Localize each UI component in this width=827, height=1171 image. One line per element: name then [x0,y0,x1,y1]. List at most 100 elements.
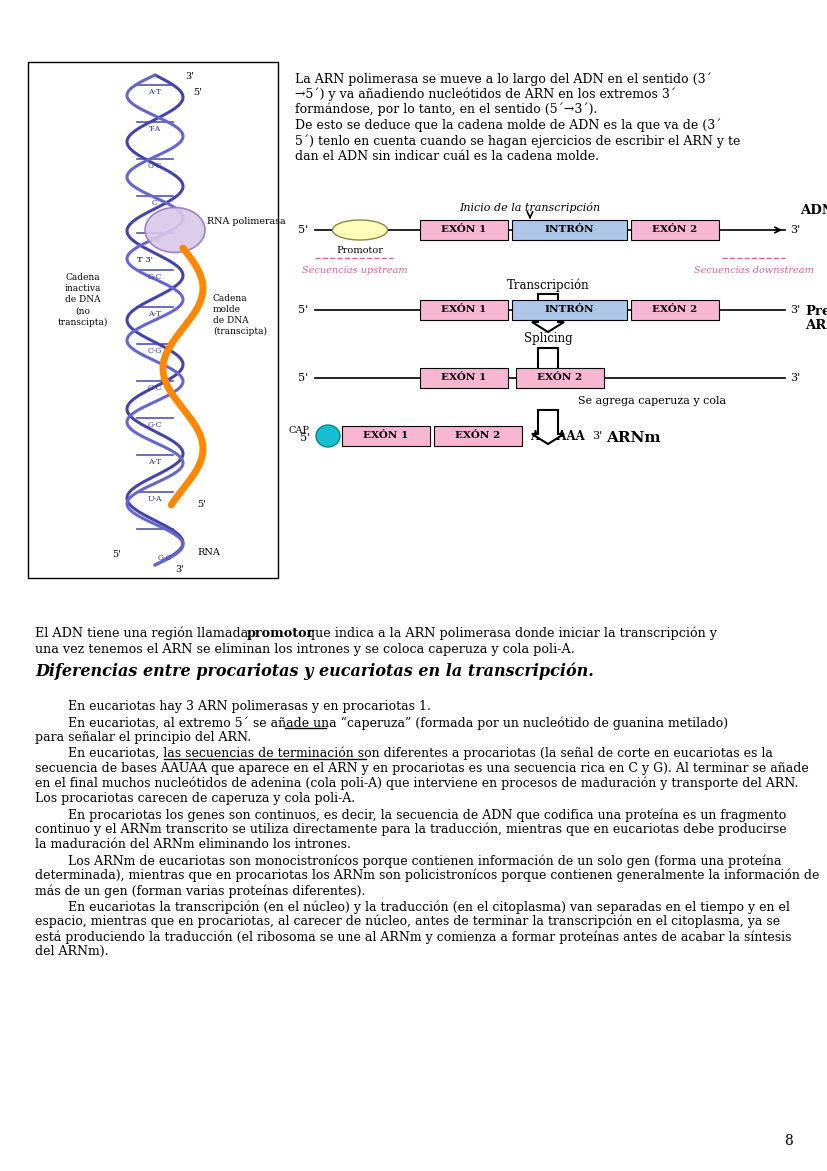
Bar [419,220,508,240]
Text: Se agrega caperuza y cola: Se agrega caperuza y cola [577,396,725,406]
Text: promotor: promotor [246,626,314,641]
Text: EXÓN 1: EXÓN 1 [441,306,486,315]
Text: EXÓN 2: EXÓN 2 [455,431,500,440]
Text: RNA: RNA [197,548,220,557]
Bar [515,368,603,388]
Text: EXÓN 2: EXÓN 2 [652,226,697,234]
Text: 5´) tenlo en cuenta cuando se hagan ejercicios de escribir el ARN y te: 5´) tenlo en cuenta cuando se hagan ejer… [294,133,739,148]
Text: G-C: G-C [158,554,172,562]
Text: Splicing: Splicing [523,333,571,345]
Text: Transcripción: Transcripción [506,278,589,292]
FancyArrow shape [532,410,563,444]
Text: Cadena
inactiva
de DNA
(no
transcipta): Cadena inactiva de DNA (no transcipta) [58,273,108,327]
Text: EXÓN 1: EXÓN 1 [363,431,409,440]
Text: determinada), mientras que en procariotas los ARNm son policistronícos porque co: determinada), mientras que en procariota… [35,869,819,883]
Text: 3': 3' [789,304,799,315]
Text: →5´) y va añadiendo nucleótidos de ARN en los extremos 3´: →5´) y va añadiendo nucleótidos de ARN e… [294,88,676,101]
Text: del ARNm).: del ARNm). [35,945,108,958]
Text: 5': 5' [112,550,122,559]
Text: la maduración del ARNm eliminando los intrones.: la maduración del ARNm eliminando los in… [35,838,351,851]
Text: De esto se deduce que la cadena molde de ADN es la que va de (3´: De esto se deduce que la cadena molde de… [294,118,720,132]
Ellipse shape [332,220,387,240]
Bar [511,220,626,240]
Text: CAP: CAP [289,426,309,434]
Text: RNA polimerasa: RNA polimerasa [207,218,285,226]
Text: secuencia de bases AAUAA que aparece en el ARN y en procariotas es una secuencia: secuencia de bases AAUAA que aparece en … [35,762,808,775]
Text: Secuencias upstream: Secuencias upstream [302,266,408,275]
Bar [28,62,278,578]
FancyArrow shape [532,294,563,333]
Text: En eucariotas, al extremo 5´ se añade una “caperuza” (formada por un nucleótido : En eucariotas, al extremo 5´ se añade un… [68,715,727,730]
Text: Promotor: Promotor [336,246,383,255]
Text: ADN: ADN [799,204,827,217]
Text: Cadena
molde
de DNA
(transcipta): Cadena molde de DNA (transcipta) [213,294,266,336]
Text: 3': 3' [789,374,799,383]
Text: Los procariotas carecen de caperuza y cola poli-A.: Los procariotas carecen de caperuza y co… [35,792,355,804]
Bar [419,368,508,388]
Text: A-T: A-T [148,458,161,466]
Bar [630,300,718,320]
Text: 5': 5' [299,433,309,443]
Text: Pre-: Pre- [804,304,827,319]
Text: En procariotas los genes son continuos, es decir, la secuencia de ADN que codifi: En procariotas los genes son continuos, … [68,808,786,822]
Text: El ADN tiene una región llamada: El ADN tiene una región llamada [35,626,252,641]
Text: una vez tenemos el ARN se eliminan los intrones y se coloca caperuza y cola poli: una vez tenemos el ARN se eliminan los i… [35,643,574,656]
Bar [630,220,718,240]
Text: En eucariotas, las secuencias de terminación son diferentes a procariotas (la se: En eucariotas, las secuencias de termina… [68,747,772,760]
Text: continuo y el ARNm transcrito se utiliza directamente para la traducción, mientr: continuo y el ARNm transcrito se utiliza… [35,823,786,836]
Text: G-C: G-C [147,422,162,429]
Text: Inicio de la transcripción: Inicio de la transcripción [459,203,600,213]
Text: 5': 5' [298,304,308,315]
Text: dan el ADN sin indicar cuál es la cadena molde.: dan el ADN sin indicar cuál es la cadena… [294,150,598,163]
Text: EXÓN 1: EXÓN 1 [441,226,486,234]
Text: C-G: C-G [148,347,162,355]
Text: formándose, por lo tanto, en el sentido (5´→3´).: formándose, por lo tanto, en el sentido … [294,103,596,116]
Text: más de un gen (forman varias proteínas diferentes).: más de un gen (forman varias proteínas d… [35,884,365,897]
Text: AAAAAA: AAAAAA [529,430,584,443]
Text: U-A: U-A [147,495,162,504]
Text: 5': 5' [298,374,308,383]
Text: EXÓN 2: EXÓN 2 [537,374,582,383]
Text: ARNm: ARNm [804,319,827,333]
Text: En eucariotas hay 3 ARN polimerasas y en procariotas 1.: En eucariotas hay 3 ARN polimerasas y en… [68,700,430,713]
Text: T-A: T-A [149,237,161,244]
Text: G-C: G-C [147,273,162,281]
Text: en el final muchos nucleótidos de adenina (cola poli-A) que interviene en proces: en el final muchos nucleótidos de adenin… [35,778,797,790]
Text: T 3': T 3' [136,256,153,263]
Text: 3': 3' [175,564,184,574]
Text: A-T: A-T [148,310,161,319]
Text: T-A: T-A [149,125,161,133]
Text: Secuencias downstream: Secuencias downstream [693,266,813,275]
Text: 3': 3' [184,71,194,81]
Text: Los ARNm de eucariotas son monocistronícos porque contienen información de un so: Los ARNm de eucariotas son monocistroníc… [68,854,781,868]
Text: ARNm: ARNm [605,431,660,445]
Text: C: C [152,199,158,207]
Bar [511,300,626,320]
Text: INTRÓN: INTRÓN [544,226,594,234]
Text: EXÓN 1: EXÓN 1 [441,374,486,383]
Text: 3': 3' [591,431,601,441]
Text: 3': 3' [789,225,799,235]
Text: A-T: A-T [148,88,161,96]
FancyArrow shape [532,348,563,384]
Bar [419,300,508,320]
Bar [433,426,521,446]
Bar [342,426,429,446]
Text: Diferencias entre procariotas y eucariotas en la transcripción.: Diferencias entre procariotas y eucariot… [35,662,593,679]
Text: EXÓN 2: EXÓN 2 [652,306,697,315]
Text: 5': 5' [193,88,202,97]
Text: En eucariotas la transcripción (en el núcleo) y la traducción (en el citoplasma): En eucariotas la transcripción (en el nú… [68,900,789,913]
Text: que indica a la ARN polimerasa donde iniciar la transcripción y: que indica a la ARN polimerasa donde ini… [303,626,716,641]
Text: para señalar el principio del ARN.: para señalar el principio del ARN. [35,731,251,744]
Text: G-C: G-C [147,162,162,170]
Text: 5': 5' [197,500,206,509]
Text: La ARN polimerasa se mueve a lo largo del ADN en el sentido (3´: La ARN polimerasa se mueve a lo largo de… [294,71,711,85]
Text: 5': 5' [298,225,308,235]
Text: está produciendo la traducción (el ribosoma se une al ARNm y comienza a formar p: está produciendo la traducción (el ribos… [35,930,791,944]
Ellipse shape [145,207,205,253]
Ellipse shape [316,425,340,447]
Text: INTRÓN: INTRÓN [544,306,594,315]
Text: 8: 8 [783,1134,792,1148]
Text: espacio, mientras que en procariotas, al carecer de núcleo, antes de terminar la: espacio, mientras que en procariotas, al… [35,915,779,929]
Text: G-C: G-C [147,384,162,392]
